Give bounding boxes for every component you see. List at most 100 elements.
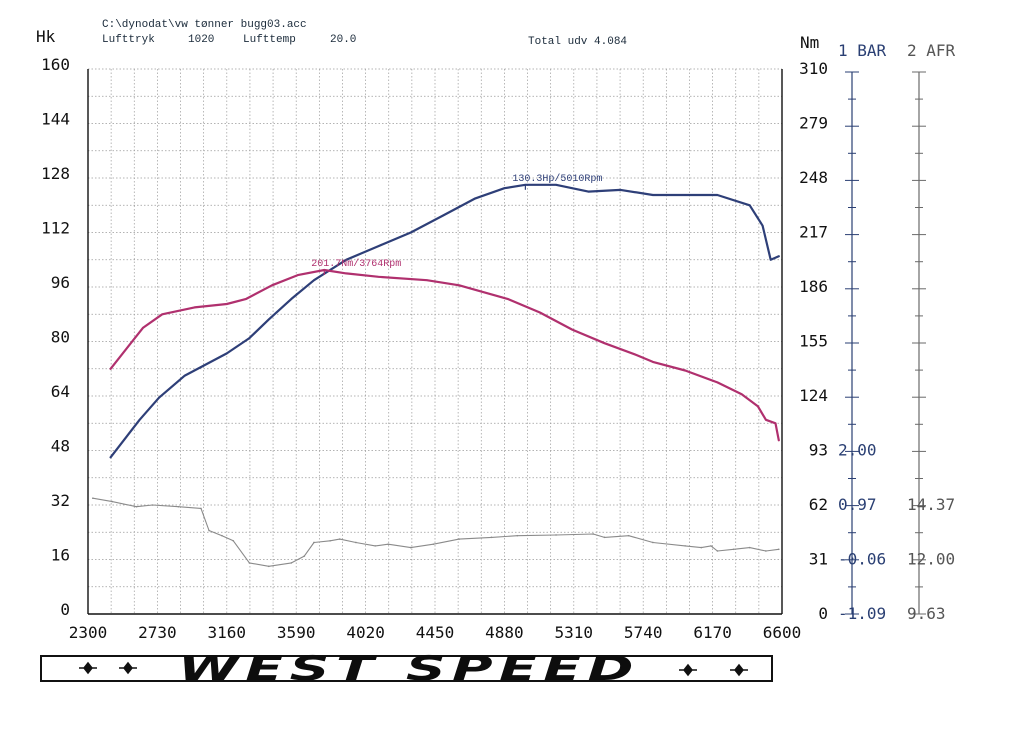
- power-data-point: [158, 396, 160, 399]
- torque-data-point: [226, 303, 228, 305]
- header: C:\dynodat\vw tønner bugg03.acc Lufttryk…: [102, 19, 627, 48]
- left-tick-label: 0: [60, 600, 70, 619]
- boost-data-point: [684, 545, 686, 547]
- x-tick-label: 4880: [485, 623, 524, 642]
- file-path: C:\dynodat\vw tønner bugg03.acc: [102, 19, 307, 31]
- right-tick-label: 186: [799, 277, 828, 296]
- west-speed-banner: WEST SPEED: [40, 649, 773, 689]
- power-data-point: [226, 352, 228, 355]
- right-tick-label: 248: [799, 168, 828, 187]
- power-data-point: [474, 197, 477, 200]
- torque-peak-label: 201.7Nm/3764Rpm: [311, 258, 401, 270]
- power-series-line: [109, 183, 780, 459]
- power-data-point: [267, 318, 270, 321]
- x-tick-label: 2730: [138, 623, 177, 642]
- power-data-point: [777, 255, 780, 258]
- boost-data-point: [716, 550, 719, 552]
- boost-data-point: [232, 539, 235, 542]
- power-data-point: [503, 187, 506, 190]
- boost-data-point: [555, 534, 557, 536]
- boost-data-point: [177, 505, 180, 508]
- torque-data-point: [297, 274, 299, 276]
- boost-data-point: [777, 548, 780, 551]
- power-data-point: [248, 337, 251, 339]
- boost-data-point: [409, 546, 412, 549]
- power-data-point: [619, 189, 622, 191]
- boost-data-point: [151, 504, 154, 506]
- right-axis-label: Nm: [800, 33, 819, 52]
- torque-data-point: [635, 354, 638, 356]
- banner-star-icon: [730, 663, 748, 677]
- left-tick-label: 128: [41, 164, 70, 183]
- axes: 2300 2730 3160 3590 4020 4450 4880 5310 5740 6170…: [36, 27, 956, 642]
- left-tick-label: 96: [51, 273, 70, 292]
- x-tick-label: 4020: [346, 623, 385, 642]
- power-data-point: [138, 419, 141, 421]
- boost-data-point: [355, 541, 357, 544]
- right-tick-label: 93: [809, 441, 828, 460]
- torque-data-point: [765, 419, 767, 421]
- torque-data-point: [774, 422, 777, 425]
- torque-data-point: [684, 369, 686, 372]
- boost-data-point: [432, 543, 435, 545]
- torque-data-point: [652, 361, 654, 363]
- boost-data-point: [652, 541, 654, 544]
- left-tick-label: 160: [41, 55, 70, 74]
- power-data-point: [377, 245, 380, 247]
- torque-series-line: [109, 268, 780, 442]
- torque-data-point: [109, 367, 112, 370]
- power-data-point: [345, 258, 348, 261]
- torque-data-point: [271, 284, 273, 287]
- torque-data-point: [539, 311, 541, 314]
- boost-data-point: [710, 545, 712, 547]
- temp-value: 20.0: [330, 34, 356, 46]
- power-data-point: [290, 298, 293, 300]
- x-tick-label: 5740: [624, 623, 663, 642]
- torque-data-point: [777, 439, 780, 442]
- right-tick-label: 62: [809, 495, 828, 514]
- torque-data-point: [603, 342, 606, 345]
- left-tick-label: 48: [51, 437, 70, 456]
- banner-star-icon: [79, 661, 97, 675]
- x-tick-label: 2300: [69, 623, 108, 642]
- power-data-point: [442, 214, 444, 217]
- left-tick-label: 112: [41, 219, 70, 238]
- torque-data-point: [161, 313, 164, 316]
- boost-data-point: [603, 536, 606, 539]
- power-data-point: [684, 194, 686, 196]
- boost-data-point: [748, 546, 751, 549]
- bar-tick-label: 0.97: [838, 495, 877, 514]
- boost-data-point: [313, 541, 315, 544]
- x-tick-label: 3590: [277, 623, 316, 642]
- boost-data-point: [338, 538, 341, 540]
- banner-star-icon: [679, 663, 697, 677]
- right-tick-label: 279: [799, 114, 828, 133]
- torque-data-point: [458, 284, 461, 287]
- x-tick-label: 3160: [208, 623, 247, 642]
- right-tick-label: 155: [799, 332, 828, 351]
- right-tick-label: 310: [799, 59, 828, 78]
- torque-data-point: [193, 306, 196, 309]
- bar-tick-label: -0.06: [838, 550, 886, 569]
- afr-tick-label: 14.37: [907, 495, 955, 514]
- power-data-point: [184, 374, 186, 377]
- x-tick-label: 6600: [763, 623, 802, 642]
- left-tick-label: 80: [51, 328, 70, 347]
- banner-logo-text: WEST SPEED: [178, 649, 640, 689]
- power-data-point: [587, 190, 590, 193]
- right-tick-label: 0: [818, 604, 828, 623]
- right-tick-label: 217: [799, 223, 828, 242]
- boost-data-point: [267, 565, 270, 568]
- left-tick-label: 144: [41, 110, 70, 129]
- banner-star-icon: [119, 661, 137, 675]
- afr-axis-label: 2 AFR: [907, 41, 956, 60]
- boost-data-point: [248, 562, 251, 564]
- boost-data-point: [200, 507, 202, 510]
- power-data-point: [716, 194, 719, 196]
- boost-data-point: [700, 546, 703, 549]
- bar-tick-label: 2.00: [838, 441, 877, 460]
- power-data-point: [769, 258, 772, 261]
- left-axis-label: Hk: [36, 27, 56, 46]
- boost-data-point: [516, 534, 519, 537]
- x-tick-label: 4450: [416, 623, 455, 642]
